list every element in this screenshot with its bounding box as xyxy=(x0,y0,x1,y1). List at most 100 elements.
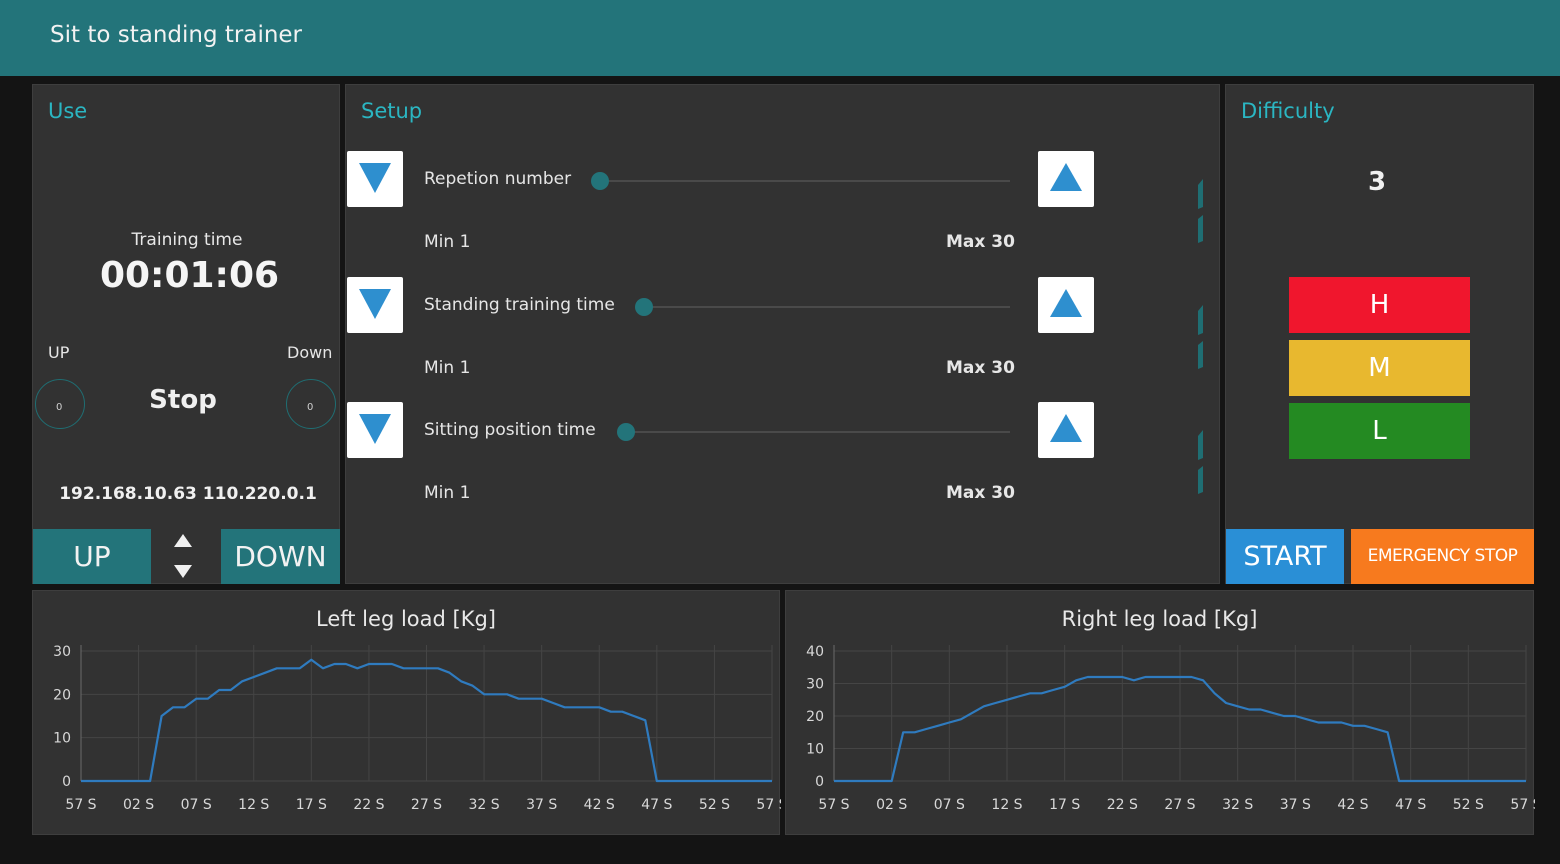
standing-time-slider-track[interactable] xyxy=(643,306,1010,308)
triangle-up-icon xyxy=(1050,414,1082,442)
use-panel: Use Training time 00:01:06 UP Down 0 0 S… xyxy=(32,84,340,584)
x-tick-label: 32 S xyxy=(469,797,500,813)
sitting-time-increase-button[interactable] xyxy=(1038,402,1094,458)
x-tick-label: 12 S xyxy=(991,797,1022,813)
repetition-max: Max 30 xyxy=(946,232,1015,252)
x-tick-label: 42 S xyxy=(584,797,615,813)
x-tick-label: 57 S xyxy=(756,797,781,813)
left-leg-chart-title: Left leg load [Kg] xyxy=(316,607,496,631)
y-tick-label: 30 xyxy=(53,644,71,660)
up-dial[interactable]: 0 xyxy=(35,379,85,429)
training-time-value: 00:01:06 xyxy=(99,255,280,296)
up-indicator-label: UP xyxy=(48,343,70,362)
x-tick-label: 02 S xyxy=(123,797,154,813)
up-down-arrows-icon xyxy=(171,531,195,581)
emergency-stop-button[interactable]: EMERGENCY STOP xyxy=(1351,529,1534,584)
difficulty-high-button[interactable]: H xyxy=(1289,277,1470,333)
x-tick-label: 07 S xyxy=(181,797,212,813)
y-tick-label: 0 xyxy=(62,774,71,790)
sitting-time-min: Min 1 xyxy=(424,483,471,503)
repetition-spin-indicator xyxy=(1195,179,1205,245)
x-tick-label: 57 S xyxy=(818,797,849,813)
sitting-time-slider-handle[interactable] xyxy=(617,423,635,441)
up-button[interactable]: UP xyxy=(33,529,151,584)
x-tick-label: 12 S xyxy=(238,797,269,813)
standing-time-decrease-button[interactable] xyxy=(347,277,403,333)
sitting-time-slider-track[interactable] xyxy=(626,431,1010,433)
x-tick-label: 57 S xyxy=(65,797,96,813)
down-dial-value: 0 xyxy=(307,402,314,413)
x-tick-label: 47 S xyxy=(641,797,672,813)
x-tick-label: 42 S xyxy=(1337,797,1368,813)
difficulty-value: 3 xyxy=(1367,167,1387,197)
left-leg-load-chart: 0 10 20 30 57 S 02 S 07 S 12 S 17 S 22 S 27 S 32 S 3… xyxy=(53,644,781,813)
standing-time-increase-button[interactable] xyxy=(1038,277,1094,333)
standing-time-label: Standing training time xyxy=(424,295,615,315)
x-tick-label: 37 S xyxy=(1280,797,1311,813)
x-tick-label: 27 S xyxy=(1164,797,1195,813)
standing-time-spin-indicator xyxy=(1195,305,1205,371)
x-tick-label: 02 S xyxy=(876,797,907,813)
sitting-time-label: Sitting position time xyxy=(424,420,596,440)
start-button[interactable]: START xyxy=(1226,529,1344,584)
sitting-time-spin-indicator xyxy=(1195,430,1205,496)
x-tick-label: 17 S xyxy=(296,797,327,813)
right-leg-chart-panel: Right leg load [Kg] 0 10 20 30 40 57 S 02 S 07 … xyxy=(785,590,1535,835)
triangle-down-icon xyxy=(359,414,391,444)
repetition-slider-track[interactable] xyxy=(600,180,1010,182)
triangle-up-icon xyxy=(1050,289,1082,317)
repetition-decrease-button[interactable] xyxy=(347,151,403,207)
x-tick-label: 47 S xyxy=(1395,797,1426,813)
x-tick-label: 22 S xyxy=(353,797,384,813)
load-series-line xyxy=(834,675,1526,783)
x-tick-label: 07 S xyxy=(934,797,965,813)
training-time-label: Training time xyxy=(131,230,243,250)
use-panel-title: Use xyxy=(48,99,88,123)
y-tick-label: 20 xyxy=(806,709,824,725)
repetition-increase-button[interactable] xyxy=(1038,151,1094,207)
standing-time-max: Max 30 xyxy=(946,358,1015,378)
triangle-down-icon xyxy=(359,289,391,319)
down-dial[interactable]: 0 xyxy=(286,379,336,429)
difficulty-medium-button[interactable]: M xyxy=(1289,340,1470,396)
y-tick-label: 10 xyxy=(806,742,824,758)
up-dial-value: 0 xyxy=(56,402,63,413)
status-text: Stop xyxy=(149,385,217,415)
x-tick-label: 57 S xyxy=(1510,797,1535,813)
difficulty-panel-title: Difficulty xyxy=(1241,99,1335,123)
right-leg-load-chart: 0 10 20 30 40 57 S 02 S 07 S 12 S 17 S 22 S 27 S 32 … xyxy=(806,644,1535,813)
difficulty-low-button[interactable]: L xyxy=(1289,403,1470,459)
down-button[interactable]: DOWN xyxy=(221,529,340,584)
y-tick-label: 10 xyxy=(53,731,71,747)
x-tick-label: 52 S xyxy=(699,797,730,813)
app-title: Sit to standing trainer xyxy=(50,22,303,48)
triangle-down-icon xyxy=(359,163,391,193)
x-tick-label: 37 S xyxy=(526,797,557,813)
y-tick-label: 0 xyxy=(815,774,824,790)
repetition-label: Repetion number xyxy=(424,169,572,189)
setup-panel: Setup Repetion number Min 1 Max 30 Stand… xyxy=(345,84,1220,584)
sitting-time-decrease-button[interactable] xyxy=(347,402,403,458)
ip-address-text: 192.168.10.63 110.220.0.1 xyxy=(59,484,317,504)
down-indicator-label: Down xyxy=(287,343,333,362)
x-tick-label: 22 S xyxy=(1107,797,1138,813)
repetition-slider-handle[interactable] xyxy=(591,172,609,190)
x-tick-label: 52 S xyxy=(1453,797,1484,813)
standing-time-slider-handle[interactable] xyxy=(635,298,653,316)
left-leg-chart-panel: Left leg load [Kg] 0 10 20 30 57 S 02 S 07 S 12… xyxy=(32,590,781,835)
standing-time-min: Min 1 xyxy=(424,358,471,378)
right-leg-chart-title: Right leg load [Kg] xyxy=(1061,607,1258,631)
difficulty-panel: Difficulty 3 H M L START EMERGENCY STOP xyxy=(1225,84,1534,584)
triangle-up-icon xyxy=(1050,163,1082,191)
y-tick-label: 20 xyxy=(53,687,71,703)
sitting-time-max: Max 30 xyxy=(946,483,1015,503)
y-tick-label: 40 xyxy=(806,644,824,660)
y-tick-label: 30 xyxy=(806,677,824,693)
x-tick-label: 32 S xyxy=(1222,797,1253,813)
x-tick-label: 17 S xyxy=(1049,797,1080,813)
repetition-min: Min 1 xyxy=(424,232,471,252)
app-header: Sit to standing trainer xyxy=(0,0,1560,76)
load-series-line xyxy=(81,658,772,783)
x-tick-label: 27 S xyxy=(411,797,442,813)
setup-panel-title: Setup xyxy=(361,99,423,123)
